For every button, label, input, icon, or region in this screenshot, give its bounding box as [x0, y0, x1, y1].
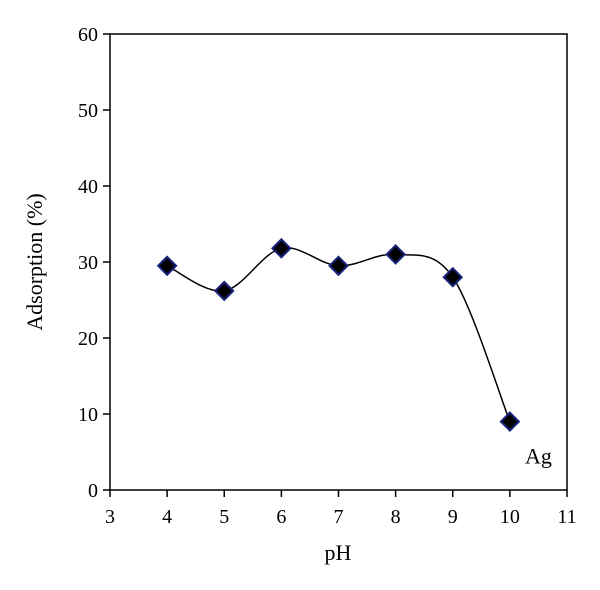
- y-tick-label: 50: [78, 100, 98, 122]
- x-tick-label: 4: [162, 506, 172, 528]
- series-annotation: Ag: [525, 443, 552, 468]
- data-point: [156, 255, 178, 277]
- y-tick-label: 10: [78, 404, 98, 426]
- x-tick-label: 8: [391, 506, 401, 528]
- annotations: Ag: [525, 443, 552, 468]
- x-tick-label: 5: [219, 506, 229, 528]
- y-tick-label: 60: [78, 24, 98, 46]
- data-point: [385, 243, 407, 265]
- x-tick-label: 3: [105, 506, 115, 528]
- y-axis: 0 10 20 30 40 50 60: [78, 24, 110, 502]
- y-tick-label: 30: [78, 252, 98, 274]
- x-tick-label: 9: [448, 506, 458, 528]
- series-markers: [156, 237, 521, 433]
- y-tick-label: 20: [78, 328, 98, 350]
- x-tick-label: 6: [276, 506, 286, 528]
- y-tick-label: 0: [88, 480, 98, 502]
- data-point: [328, 255, 349, 277]
- y-tick-label: 40: [78, 176, 98, 198]
- data-point: [213, 280, 235, 302]
- x-axis-title: pH: [325, 540, 352, 565]
- data-point: [270, 237, 292, 259]
- data-point: [499, 411, 521, 433]
- x-tick-label: 10: [500, 506, 520, 528]
- data-point: [442, 266, 464, 288]
- x-tick-label: 11: [557, 506, 576, 528]
- x-tick-label: 7: [334, 506, 344, 528]
- x-axis: 3 4 5 6 7 8 9 10 11: [105, 490, 577, 528]
- y-axis-title: Adsorption (%): [22, 193, 47, 330]
